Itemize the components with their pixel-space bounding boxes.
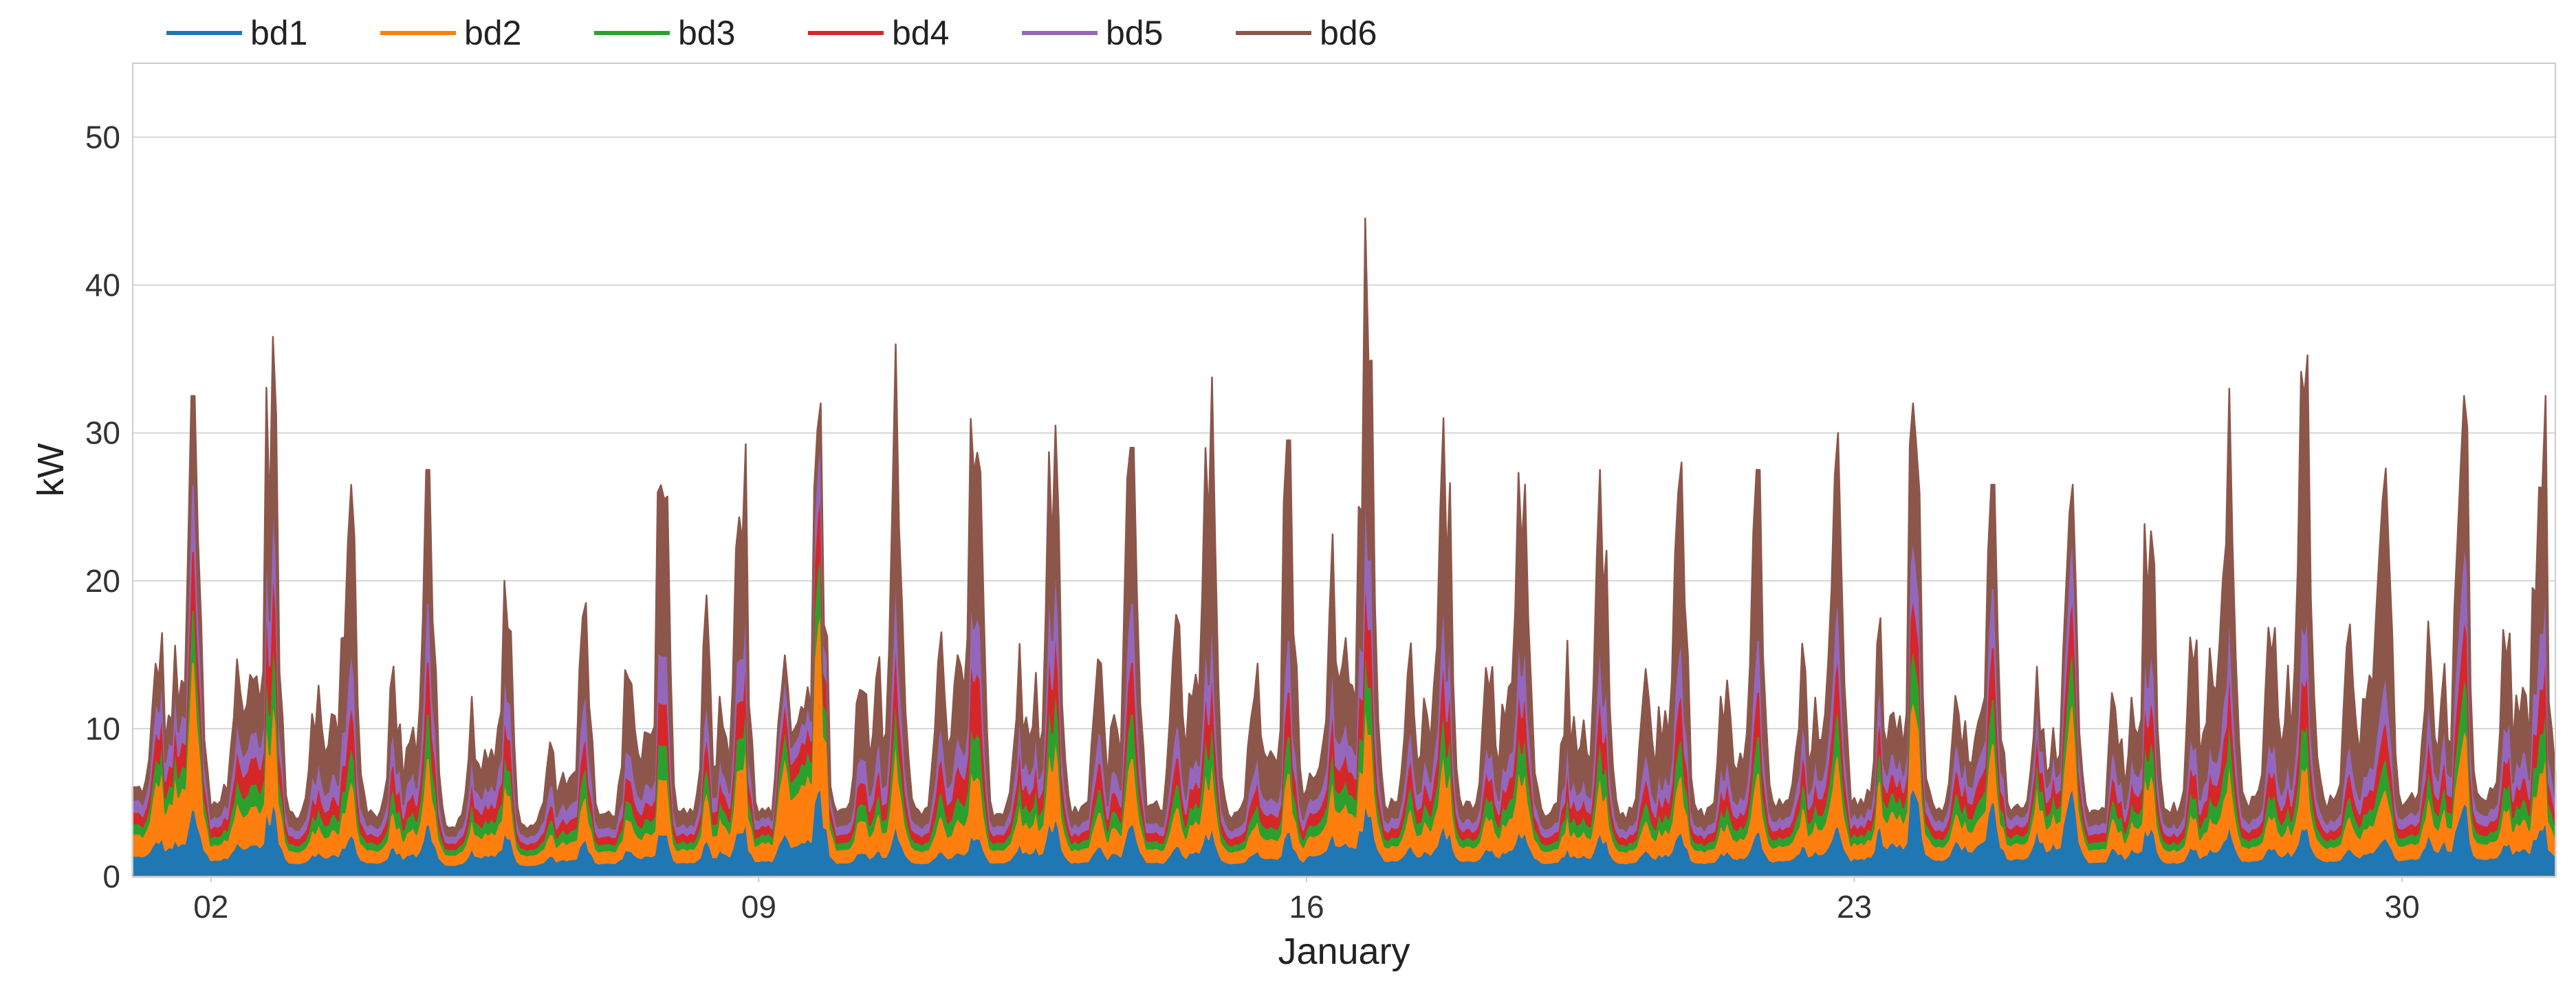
y-tick-label: 30 (85, 415, 120, 451)
legend-label-bd2: bd2 (464, 14, 521, 52)
y-axis-title: kW (30, 443, 72, 496)
area-series-layer (131, 217, 2557, 878)
x-tick-label: 30 (2385, 889, 2420, 925)
y-tick-label: 50 (85, 120, 120, 155)
plot-frame (132, 63, 2556, 877)
legend-label-bd1: bd1 (250, 14, 307, 52)
legend: bd1 bd2 bd3 bd4 bd5 bd6 (166, 14, 1377, 52)
y-tick-label: 20 (85, 563, 120, 599)
legend-label-bd4: bd4 (892, 14, 949, 52)
x-tick-label: 16 (1289, 889, 1324, 925)
x-tick-label: 09 (741, 889, 776, 925)
x-axis-ticks: 02 09 16 23 30 (193, 877, 2420, 925)
x-tick-label: 23 (1837, 889, 1872, 925)
legend-label-bd5: bd5 (1106, 14, 1163, 52)
legend-label-bd6: bd6 (1320, 14, 1377, 52)
y-tick-label: 10 (85, 711, 120, 747)
x-axis-title: January (1278, 931, 1410, 972)
y-tick-label: 40 (85, 267, 120, 303)
x-tick-label: 02 (193, 889, 228, 925)
y-axis-ticks: 0 10 20 30 40 50 (85, 120, 120, 894)
legend-label-bd3: bd3 (678, 14, 735, 52)
y-tick-label: 0 (102, 859, 120, 894)
